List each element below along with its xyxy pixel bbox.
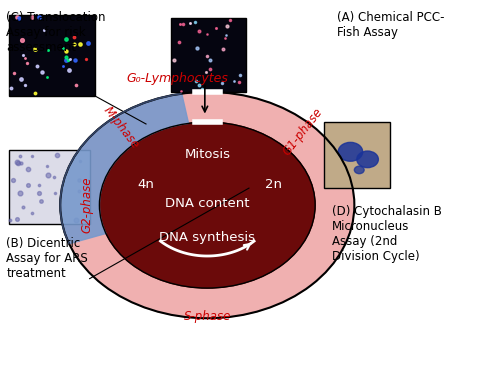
Text: (B) Dicentric
Assay for ARS
treatment: (B) Dicentric Assay for ARS treatment bbox=[6, 237, 88, 280]
Text: Mitosis: Mitosis bbox=[184, 148, 230, 161]
Circle shape bbox=[357, 151, 378, 168]
Text: G₀-Lymphocytes: G₀-Lymphocytes bbox=[127, 72, 229, 85]
Text: 4n: 4n bbox=[138, 178, 154, 191]
Text: (A) Chemical PCC-
Fish Assay: (A) Chemical PCC- Fish Assay bbox=[337, 11, 445, 39]
Text: G2-phase: G2-phase bbox=[81, 177, 94, 233]
Text: S-phase: S-phase bbox=[183, 310, 231, 323]
Bar bbox=[324, 122, 390, 188]
Bar bbox=[171, 18, 246, 92]
Bar bbox=[9, 14, 95, 96]
Circle shape bbox=[338, 142, 363, 161]
Text: M-phase: M-phase bbox=[101, 104, 142, 152]
Text: G1-phase: G1-phase bbox=[281, 105, 325, 158]
Text: (D) Cytochalasin B
Micronucleus
Assay (2nd
Division Cycle): (D) Cytochalasin B Micronucleus Assay (2… bbox=[332, 205, 442, 263]
Circle shape bbox=[354, 166, 364, 174]
Text: DNA synthesis: DNA synthesis bbox=[159, 231, 255, 244]
Bar bbox=[9, 150, 90, 224]
Circle shape bbox=[60, 92, 354, 318]
Text: 2n: 2n bbox=[265, 178, 282, 191]
Text: DNA content: DNA content bbox=[165, 197, 249, 210]
Text: (C) Translocation
Assay for risk
assessment: (C) Translocation Assay for risk assessm… bbox=[6, 11, 106, 54]
Circle shape bbox=[100, 122, 315, 288]
Polygon shape bbox=[60, 93, 188, 244]
